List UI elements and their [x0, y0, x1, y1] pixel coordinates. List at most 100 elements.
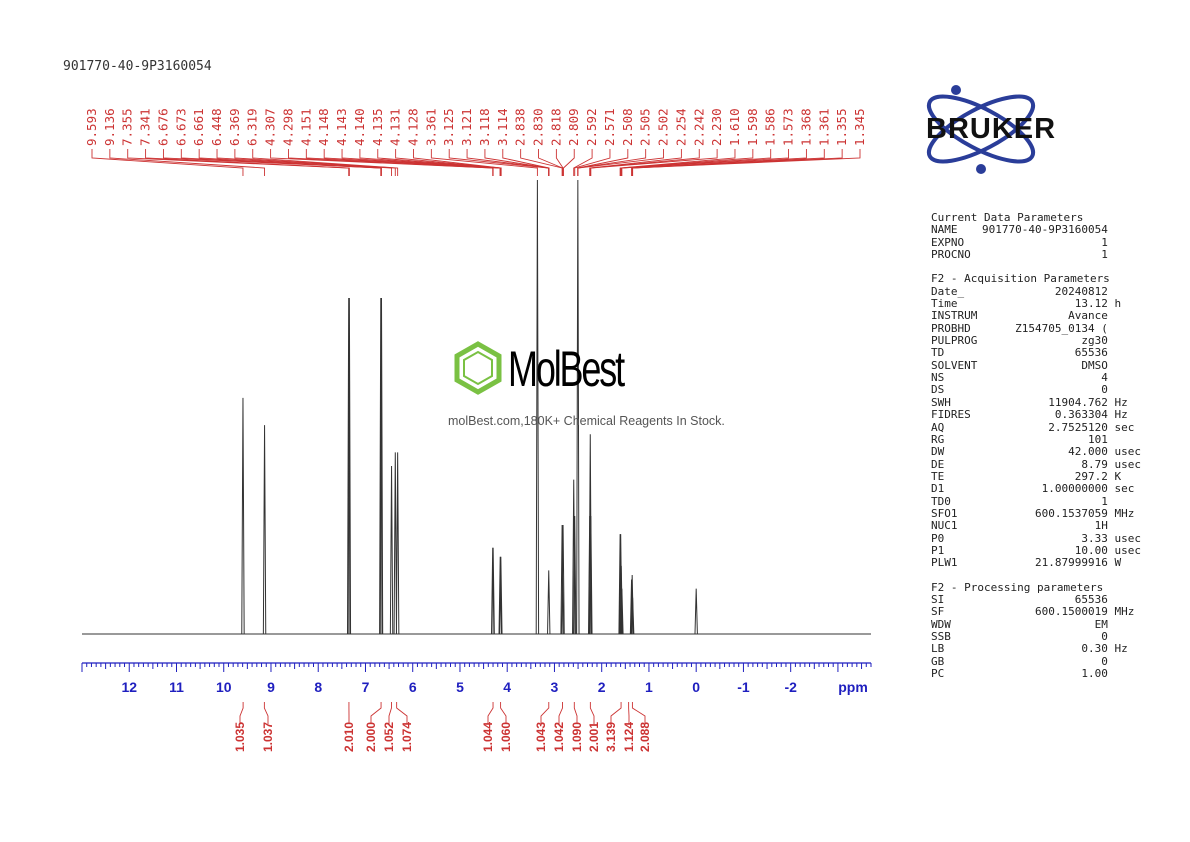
parameter-row: SFO1 600.1537059 MHz: [931, 506, 1141, 520]
peak-label: 3.121: [459, 108, 474, 146]
integral-value: 1.037: [261, 722, 275, 752]
integral-bracket: [610, 702, 622, 724]
peak-label: 7.355: [120, 108, 135, 146]
parameter-value: 3.33 usec: [1081, 531, 1141, 545]
peak-label: 6.661: [191, 108, 206, 146]
parameter-row: DW 42.000 usec: [931, 445, 1141, 459]
parameter-row: GB 0: [931, 655, 1141, 668]
integral-value: 1.124: [622, 722, 636, 752]
integral-value: 1.090: [570, 722, 584, 752]
parameter-row: SSB 0: [931, 630, 1141, 643]
peak-label: 4.307: [263, 108, 278, 146]
spectrum-peak: [620, 588, 624, 635]
parameter-value: 1.00: [1081, 667, 1141, 681]
spectrum-peak: [379, 298, 384, 635]
watermark-tagline: molBest.com,180K+ Chemical Reagents In S…: [448, 414, 725, 428]
integral-value: 2.001: [587, 722, 601, 752]
parameter-row: LB 0.30 Hz: [931, 642, 1141, 656]
parameter-value: EM: [1094, 617, 1141, 631]
tick-label: 1: [645, 679, 653, 695]
peak-label: 4.143: [334, 108, 349, 146]
integral-value: 1.060: [499, 722, 513, 752]
parameter-value: 65536: [1074, 346, 1141, 360]
parameter-key: TE: [931, 469, 945, 483]
integral-bracket: [396, 702, 408, 724]
peak-label: 2.254: [673, 108, 688, 146]
parameter-key: LB: [931, 642, 945, 656]
peak-label-connector: [632, 149, 861, 176]
parameter-row: D1 1.00000000 sec: [931, 482, 1141, 495]
integral-value: 1.052: [382, 722, 396, 752]
parameter-value: 1: [1101, 494, 1141, 508]
parameter-value: 0: [1101, 630, 1141, 643]
spectrum-peak: [499, 556, 503, 635]
parameter-key: P1: [931, 543, 945, 557]
parameter-key: Date_: [931, 284, 965, 298]
integral-bracket: [589, 702, 595, 724]
parameter-value: DMSO: [1081, 358, 1141, 372]
parameter-row: P0 3.33 usec: [931, 531, 1141, 545]
parameter-value: 1: [1101, 235, 1141, 249]
parameter-key: FIDRES: [931, 408, 971, 422]
parameter-value: 11904.762 Hz: [1048, 395, 1141, 409]
parameter-row: NUC1 1H: [931, 519, 1141, 532]
parameter-key: TD0: [931, 494, 951, 508]
parameter-key: PULPROG: [931, 334, 978, 348]
parameter-value: 0.363304 Hz: [1054, 408, 1141, 422]
spectrum-peak: [347, 298, 352, 635]
parameter-row: SWH 11904.762 Hz: [931, 395, 1141, 409]
parameter-key: Time: [931, 297, 958, 311]
peak-label-connector: [563, 149, 575, 176]
parameter-key: SI: [931, 592, 945, 606]
parameter-key: P0: [931, 531, 945, 545]
spectrum-peak: [576, 179, 580, 635]
peak-label: 2.242: [691, 108, 706, 146]
peak-label: 4.298: [280, 108, 295, 146]
peak-label: 6.369: [227, 108, 242, 146]
parameter-value: 600.1537059 MHz: [1035, 506, 1141, 520]
parameter-row: P1 10.00 usec: [931, 543, 1141, 557]
brand-name: BRUKER: [926, 113, 1056, 145]
tick-label: 9: [267, 679, 275, 695]
tick-label: 11: [169, 679, 184, 695]
parameter-key: SSB: [931, 630, 951, 643]
parameter-value: 42.000 usec: [1068, 445, 1141, 459]
peak-label-connector: [127, 149, 350, 176]
peak-label-connector: [573, 149, 593, 176]
parameter-value: 1: [1101, 248, 1141, 262]
spectrum-peak: [547, 570, 551, 635]
spectrum-peak: [262, 425, 267, 635]
integral-bracket: [631, 702, 646, 724]
peak-label-connector: [413, 149, 502, 176]
peak-label: 2.502: [656, 108, 671, 146]
parameter-key: SF: [931, 605, 945, 619]
peak-label: 3.361: [423, 108, 438, 146]
peak-label-connector: [234, 149, 396, 176]
parameter-value: 21.87999916 W: [1035, 556, 1141, 570]
peak-label: 3.114: [495, 108, 510, 146]
spectrum-peak: [589, 515, 593, 635]
parameter-key: PROCNO: [931, 248, 971, 262]
integral-value: 1.035: [233, 722, 247, 752]
parameter-row: Date_ 20240812: [931, 284, 1141, 298]
peak-label-connector: [252, 149, 399, 176]
peak-label-connector: [109, 149, 266, 176]
integral-bracket: [487, 702, 494, 724]
parameter-row: TD 65536: [931, 346, 1141, 360]
spectrum-peak: [241, 397, 245, 635]
parameter-row: PROCNO 1: [931, 248, 1141, 262]
parameter-row: INSTRUM Avance: [931, 310, 1141, 323]
bruker-logo: BRUKER: [926, 85, 1056, 174]
parameter-row: DE 8.79 usec: [931, 458, 1141, 471]
parameter-key: DW: [931, 445, 945, 459]
peak-label: 6.448: [209, 108, 224, 146]
peak-label: 4.135: [370, 108, 385, 146]
peak-label: 2.809: [566, 108, 581, 146]
integral-bracket: [540, 702, 550, 724]
peak-label-connector: [502, 149, 550, 176]
parameter-key: PLW1: [931, 556, 958, 570]
peak-label-connector: [589, 149, 682, 176]
peak-label-connector: [198, 149, 382, 176]
peak-label: 2.818: [548, 108, 563, 146]
